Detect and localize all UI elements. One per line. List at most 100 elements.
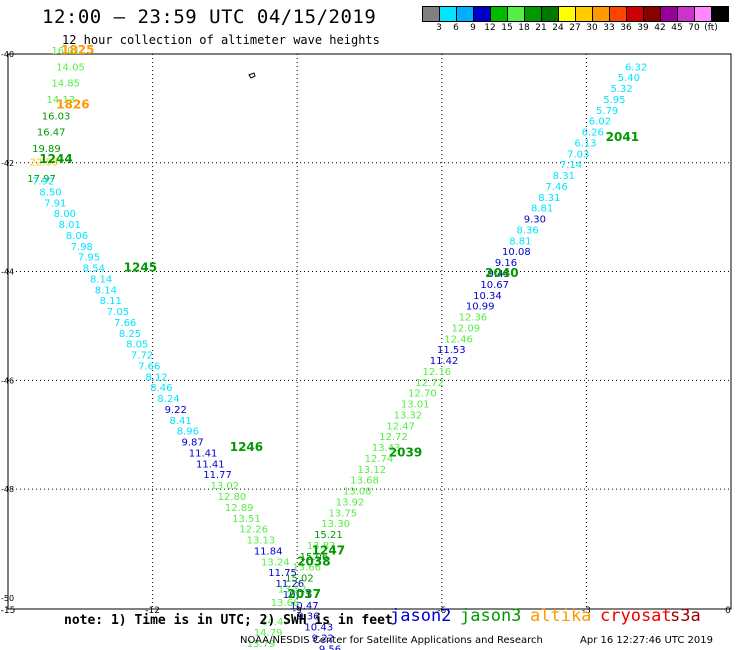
wave-height-value: 10.99: [466, 302, 495, 313]
wave-height-value: 7.03: [567, 149, 589, 160]
wave-height-value: 14.13: [47, 95, 76, 106]
wave-height-points: 16.01 14.05 14.85 14.13 16.03 16.47 19.89 22.55…: [27, 46, 647, 650]
wave-height-value: 13.30: [321, 519, 350, 530]
wave-height-value: 8.12: [145, 372, 167, 383]
lat-tick-label: -42: [1, 159, 14, 168]
legend-label: 70: [688, 23, 700, 33]
wave-height-value: 13.43: [372, 443, 401, 454]
page-subtitle: 12 hour collection of altimeter wave hei…: [62, 33, 380, 47]
lat-tick-label: -50: [1, 594, 14, 603]
pass-time-label: 2038: [297, 554, 330, 568]
wave-height-value: 13.01: [401, 400, 430, 411]
page-title: 12:00 – 23:59 UTC 04/15/2019: [42, 6, 377, 28]
wave-height-value: 11.84: [254, 546, 283, 557]
lon-tick-label: -12: [145, 606, 160, 616]
legend-label: 6: [453, 23, 459, 33]
wave-height-value: 8.81: [509, 236, 531, 247]
wave-height-value: 8.14: [95, 285, 117, 296]
wave-height-value: 12.46: [444, 334, 473, 345]
wave-height-value: 9.22: [312, 633, 334, 644]
pass-time-label: 1244: [39, 152, 72, 166]
wave-height-value: 12.26: [239, 525, 268, 536]
legend-label: (ft): [704, 23, 718, 33]
wave-height-value: 10.43: [304, 623, 333, 634]
wave-height-value: 13.08: [343, 487, 372, 498]
wave-height-value: 8.01: [59, 220, 81, 231]
legend-label: 21: [535, 23, 547, 33]
legend-label: 27: [569, 23, 581, 33]
wave-height-value: 9.30: [524, 215, 546, 226]
wave-height-value: 6.13: [574, 138, 596, 149]
wave-height-value: 9.45: [488, 269, 510, 280]
wave-height-value: 9.36: [297, 612, 319, 623]
wave-height-value: 13.66: [271, 598, 300, 609]
wave-height-value: 19.89: [32, 144, 61, 155]
axis-ticks: -15 -12 -9 -6 -3 0 -40 -42 -44 -46 -48 -50: [1, 50, 731, 616]
wave-height-value: 8.54: [83, 264, 105, 275]
legend-swatch: 42: [643, 6, 666, 33]
wave-height-value: 8.96: [177, 427, 199, 438]
lat-tick-label: -46: [1, 376, 14, 385]
map-grid: [8, 54, 731, 609]
wave-height-value: 7.46: [545, 182, 567, 193]
wave-height-value: 13.92: [336, 497, 365, 508]
pass-time-label: 2039: [389, 445, 422, 459]
wave-height-value: 6.32: [625, 62, 647, 73]
wave-height-value: 12.09: [451, 323, 480, 334]
wave-height-value: 11.41: [196, 459, 225, 470]
wave-height-value: 12.70: [408, 389, 437, 400]
wave-height-value: 8.36: [517, 225, 539, 236]
wave-height-value: 13.02: [210, 481, 239, 492]
wave-height-value: 7.92: [32, 177, 54, 188]
wave-height-value: 11.41: [189, 448, 218, 459]
lon-tick-label: -3: [582, 606, 591, 616]
legend-label: 39: [637, 23, 649, 33]
map-frame: [7, 53, 732, 610]
legend-label: 42: [654, 23, 666, 33]
wave-height-value: 11.42: [430, 356, 459, 367]
wave-height-value: 15.02: [285, 574, 314, 585]
wave-height-value: 8.14: [90, 274, 112, 285]
color-legend: 3 6 9 12 15 18 21 24 27 30 33 36 39 42 45 70 (ft): [422, 6, 729, 33]
wave-height-value: 13.51: [232, 514, 261, 525]
wave-height-value: 13.66: [292, 563, 321, 574]
wave-height-value: 10.71: [283, 590, 312, 601]
wave-height-value: 13.24: [261, 557, 290, 568]
wave-height-value: 8.05: [126, 340, 148, 351]
wave-height-value: 5.32: [611, 84, 633, 95]
lat-tick-label: -48: [1, 485, 14, 494]
wave-height-value: 8.00: [54, 209, 76, 220]
wave-height-value: 10.08: [502, 247, 531, 258]
wave-height-value: 12.89: [225, 503, 254, 514]
wave-height-value: 10.67: [480, 280, 509, 291]
wave-height-value: 14.47: [261, 617, 290, 628]
wave-height-value: 7.72: [131, 351, 153, 362]
lon-tick-label: -15: [1, 606, 16, 616]
pass-time-label: 1247: [312, 543, 345, 557]
wave-height-value: 8.25: [119, 329, 141, 340]
wave-height-value: 11.53: [437, 345, 466, 356]
lon-tick-label: -9: [293, 606, 302, 616]
wave-height-value: 17.97: [27, 174, 56, 185]
wave-height-value: 13.52: [278, 584, 307, 595]
satellite-name-jason2: jason2: [390, 606, 452, 626]
wave-height-value: 7.05: [107, 307, 129, 318]
wave-height-value: 9.16: [495, 258, 517, 269]
legend-swatch: 9: [456, 6, 476, 33]
footer-credit: NOAA/NESDIS Center for Satellite Applica…: [240, 635, 543, 646]
pass-time-label: 1826: [56, 97, 89, 111]
wave-height-value: 10.47: [290, 601, 319, 612]
pass-time-label: 1246: [230, 440, 263, 454]
wave-height-value: 8.31: [538, 193, 560, 204]
wave-height-value: 8.46: [150, 383, 172, 394]
pass-time-label: 2040: [485, 266, 518, 280]
wave-height-value: 8.06: [66, 231, 88, 242]
satellite-name-altika: altika: [530, 606, 592, 626]
wave-height-value: 13.32: [394, 410, 423, 421]
legend-label: 24: [552, 23, 564, 33]
legend-label: 36: [620, 23, 632, 33]
wave-height-value: 12.47: [386, 421, 415, 432]
wave-height-value: 11.75: [268, 568, 297, 579]
wave-height-value: 10.34: [473, 291, 502, 302]
